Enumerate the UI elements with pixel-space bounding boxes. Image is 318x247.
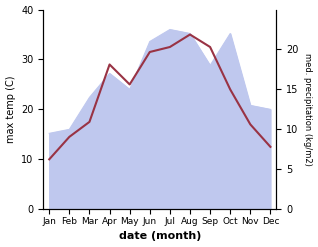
X-axis label: date (month): date (month) xyxy=(119,231,201,242)
Y-axis label: med. precipitation (kg/m2): med. precipitation (kg/m2) xyxy=(303,53,313,166)
Y-axis label: max temp (C): max temp (C) xyxy=(5,76,16,143)
